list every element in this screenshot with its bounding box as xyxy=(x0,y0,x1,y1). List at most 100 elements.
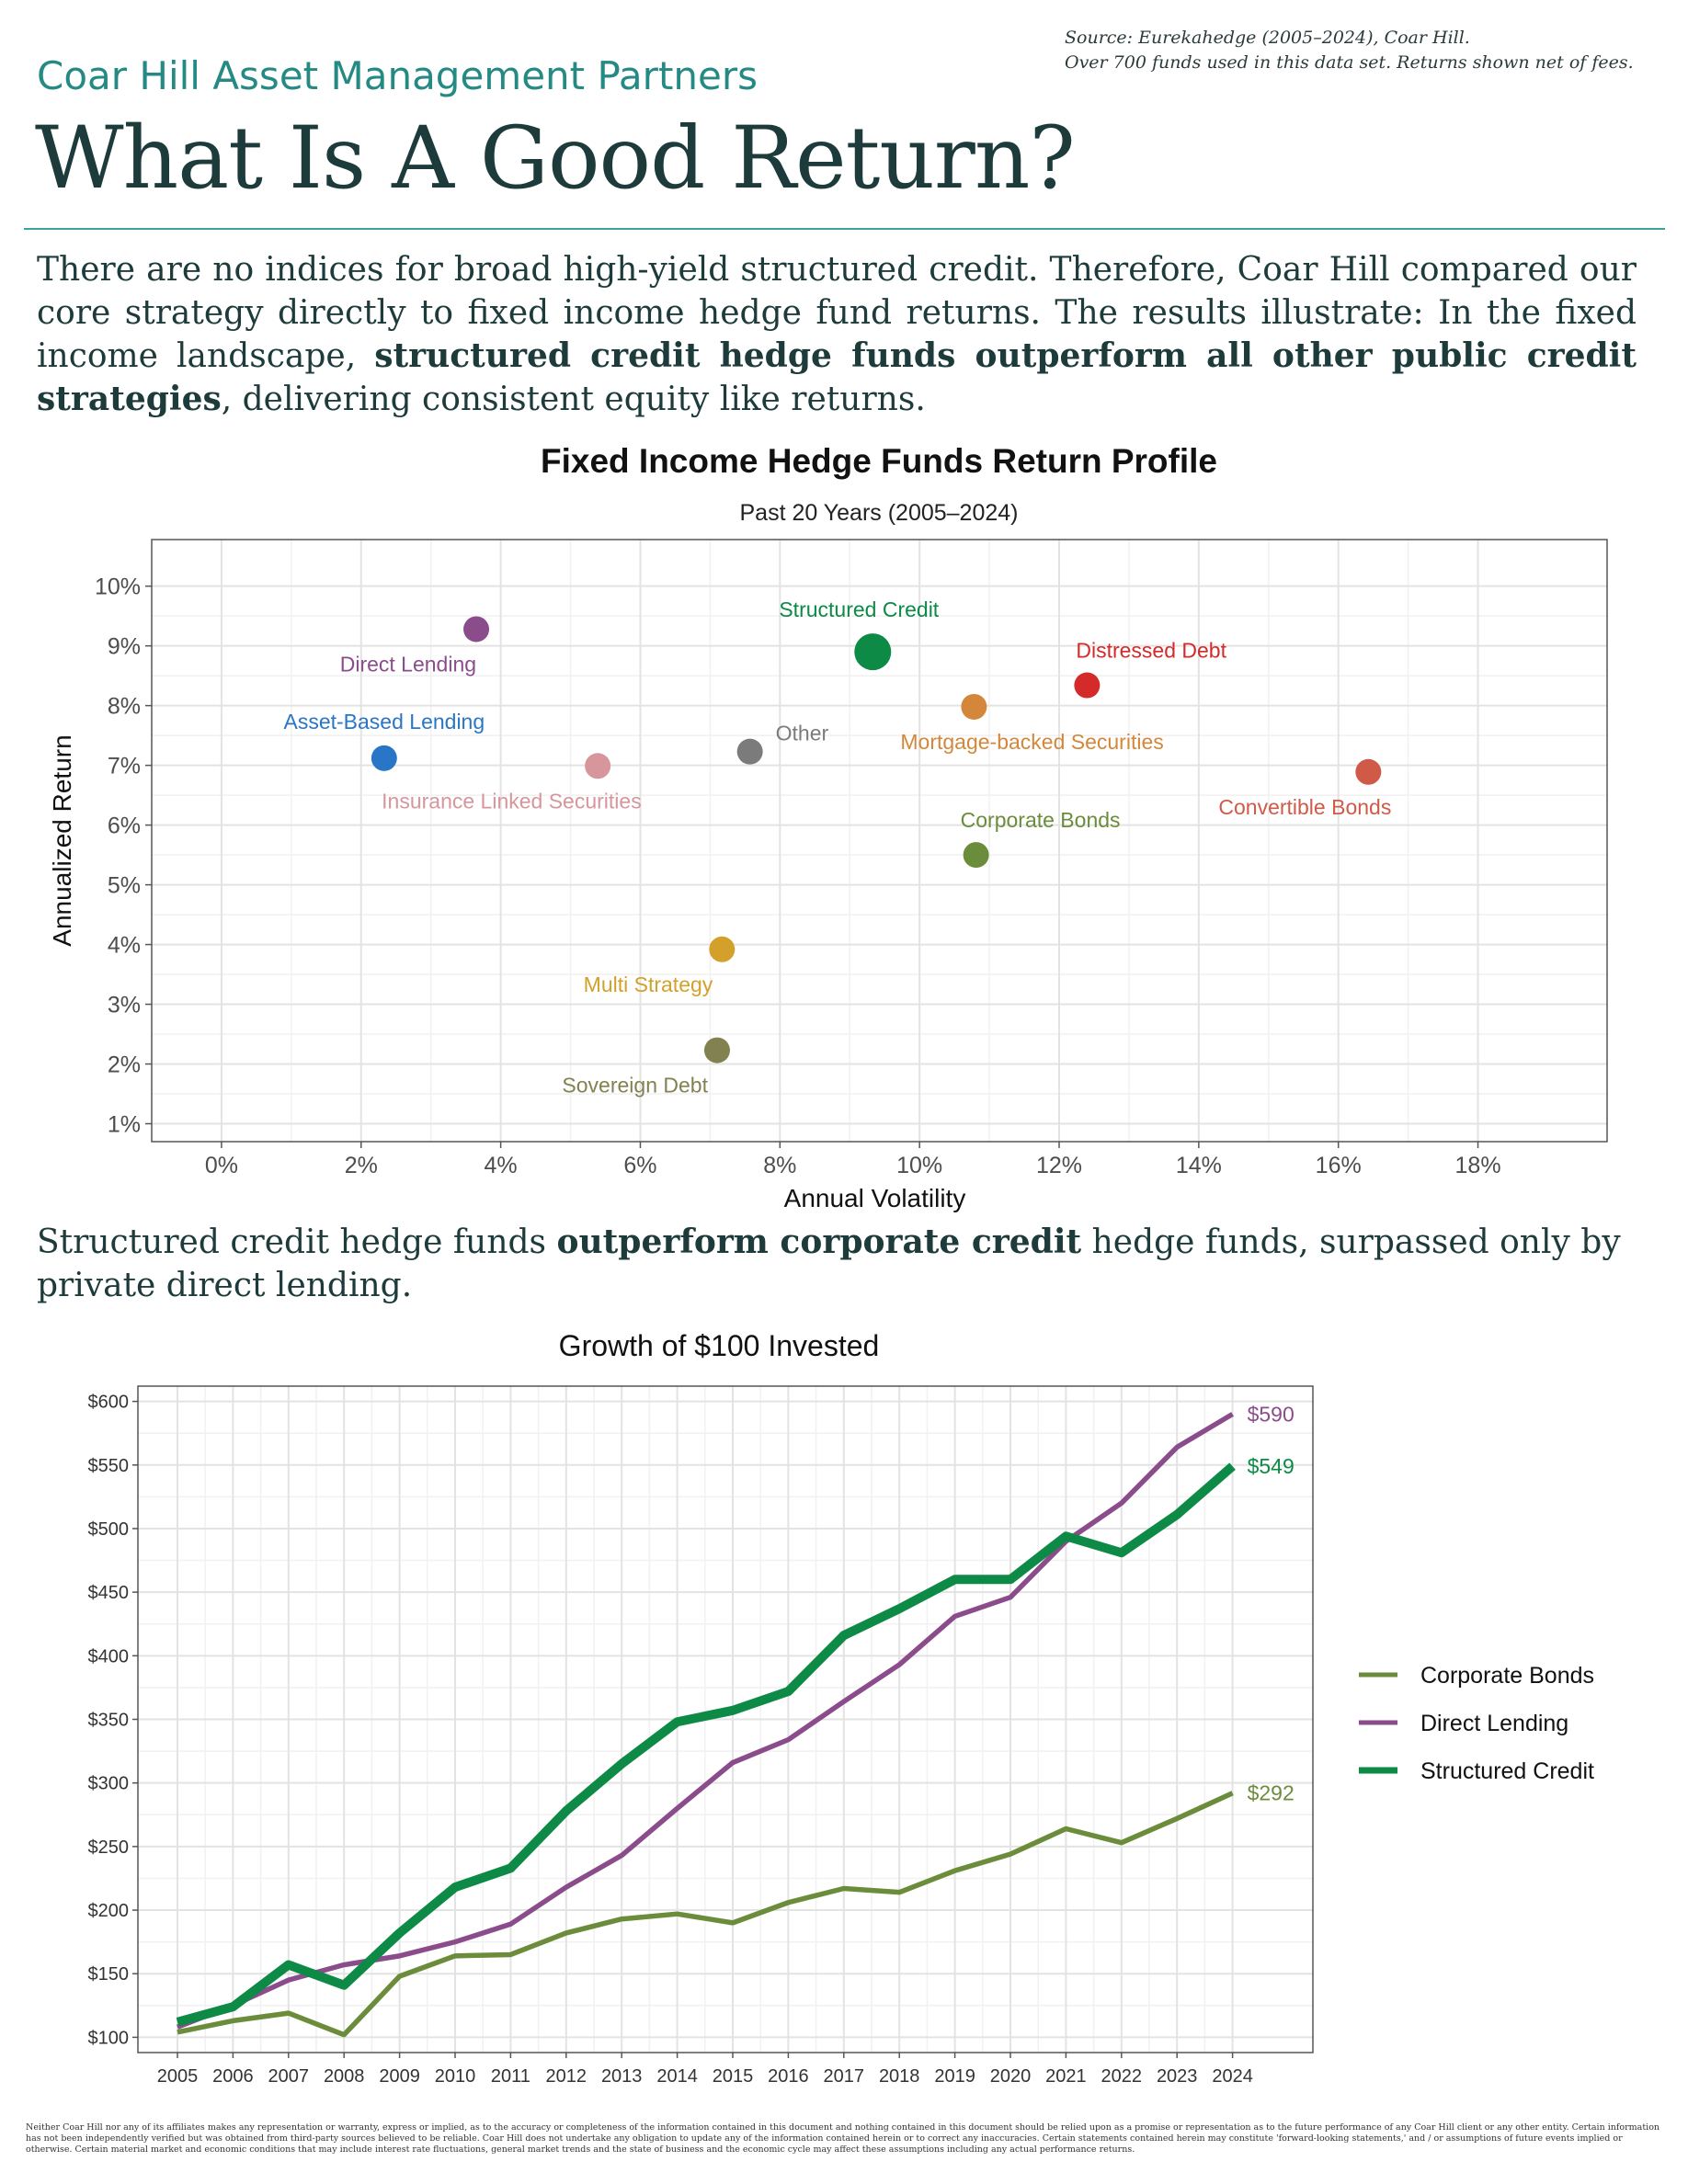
line-series-0 xyxy=(177,1791,1234,2038)
scatter-point xyxy=(963,842,989,869)
scatter-point-label: Asset-Based Lending xyxy=(283,710,485,734)
line-y-tick-label: $300 xyxy=(88,1774,130,1794)
line-x-tick-label: 2008 xyxy=(324,2066,365,2087)
scatter-y-tick-label: 9% xyxy=(108,634,141,660)
line-x-tick-label: 2023 xyxy=(1157,2066,1198,2087)
source-line-1: Source: Eurekahedge (2005–2024), Coar Hi… xyxy=(1065,28,1470,48)
line-x-tick-label: 2007 xyxy=(268,2066,310,2087)
line-x-tick-label: 2014 xyxy=(656,2066,698,2087)
scatter-x-tick-label: 16% xyxy=(1316,1153,1362,1178)
scatter-point-label: Other xyxy=(776,722,829,745)
source-note: Source: Eurekahedge (2005–2024), Coar Hi… xyxy=(1065,26,1671,75)
line-x-tick-label: 2012 xyxy=(546,2066,587,2087)
scatter-x-tick-label: 2% xyxy=(345,1153,378,1178)
legend-label: Direct Lending xyxy=(1420,1711,1568,1736)
line-x-tick-label: 2020 xyxy=(990,2066,1032,2087)
scatter-point-label: Direct Lending xyxy=(340,652,476,676)
scatter-x-tick-label: 8% xyxy=(763,1153,796,1178)
scatter-x-tick-label: 14% xyxy=(1176,1153,1222,1178)
line-series-1 xyxy=(177,1412,1235,2030)
line-y-tick-label: $500 xyxy=(88,1519,130,1540)
scatter-point xyxy=(736,738,763,765)
caption-text-1: Structured credit hedge funds xyxy=(37,1223,557,1261)
page-title: What Is A Good Return? xyxy=(35,108,1076,209)
scatter-point xyxy=(585,753,611,779)
disclaimer: Neither Coar Hill nor any of its affilia… xyxy=(26,2122,1660,2155)
line-series-2 xyxy=(176,1462,1236,2027)
scatter-point-label: Structured Credit xyxy=(779,597,939,621)
line-y-tick-label: $350 xyxy=(88,1711,130,1731)
line-x-tick-label: 2010 xyxy=(435,2066,476,2087)
caption-bold-text: outperform corporate credit xyxy=(556,1223,1082,1261)
line-x-tick-label: 2016 xyxy=(768,2066,809,2087)
scatter-point-label: Mortgage-backed Securities xyxy=(900,730,1163,754)
firm-name: Coar Hill Asset Management Partners xyxy=(37,53,758,98)
line-end-label: $292 xyxy=(1248,1781,1295,1805)
scatter-y-tick-label: 8% xyxy=(108,694,141,720)
line-y-tick-label: $200 xyxy=(88,1901,130,1921)
line-x-tick-label: 2024 xyxy=(1212,2066,1253,2087)
scatter-point xyxy=(709,936,736,962)
scatter-point-label: Distressed Debt xyxy=(1076,639,1226,663)
line-x-tick-label: 2015 xyxy=(713,2066,754,2087)
line-y-tick-label: $450 xyxy=(88,1583,130,1603)
line-end-label: $549 xyxy=(1248,1454,1295,1478)
line-x-tick-label: 2018 xyxy=(879,2066,920,2087)
scatter-plot-frame xyxy=(151,539,1608,1143)
intro-bold-text: structured credit hedge funds outperform… xyxy=(37,336,1637,418)
scatter-point xyxy=(1074,672,1101,699)
scatter-point-label: Multi Strategy xyxy=(584,973,713,996)
scatter-x-tick-label: 0% xyxy=(205,1153,238,1178)
scatter-point xyxy=(703,1037,730,1064)
scatter-point-label: Sovereign Debt xyxy=(562,1074,708,1098)
scatter-x-axis-label: Annual Volatility xyxy=(784,1184,966,1212)
line-x-tick-label: 2011 xyxy=(491,2066,530,2087)
intro-paragraph: There are no indices for broad high-yiel… xyxy=(37,248,1637,421)
scatter-y-axis-label: Annualized Return xyxy=(48,734,76,946)
scatter-y-tick-label: 10% xyxy=(95,574,141,600)
line-x-tick-label: 2013 xyxy=(601,2066,643,2087)
line-y-tick-label: $400 xyxy=(88,1646,130,1666)
scatter-point xyxy=(463,616,490,643)
growth-line-chart: Growth of $100 Invested 2005 2006 2007 2008 2… xyxy=(88,1329,1595,2087)
scatter-point xyxy=(854,633,892,671)
intro-text-1: There are no indices for broad high-yiel… xyxy=(37,251,1637,375)
scatter-x-tick-label: 10% xyxy=(896,1153,942,1178)
scatter-point-label: Insurance Linked Securities xyxy=(382,789,642,813)
legend-label: Corporate Bonds xyxy=(1420,1663,1594,1689)
source-line-2: Over 700 funds used in this data set. Re… xyxy=(1065,52,1634,73)
scatter-y-tick-label: 3% xyxy=(108,993,141,1018)
line-x-tick-label: 2005 xyxy=(157,2066,199,2087)
line-chart-title: Growth of $100 Invested xyxy=(559,1329,880,1362)
scatter-point-label: Convertible Bonds xyxy=(1218,795,1391,819)
scatter-y-tick-label: 7% xyxy=(108,754,141,779)
scatter-x-tick-label: 6% xyxy=(623,1153,656,1178)
line-y-tick-label: $100 xyxy=(88,2028,130,2048)
scatter-x-tick-label: 4% xyxy=(485,1153,518,1178)
scatter-y-tick-label: 5% xyxy=(108,873,141,899)
scatter-x-tick-label: 18% xyxy=(1455,1153,1501,1178)
line-x-tick-label: 2017 xyxy=(824,2066,865,2087)
title-divider xyxy=(24,228,1665,230)
scatter-point xyxy=(371,745,397,771)
line-x-tick-label: 2019 xyxy=(934,2066,975,2087)
scatter-y-tick-label: 4% xyxy=(108,933,141,959)
legend-label: Structured Credit xyxy=(1420,1758,1594,1784)
line-y-tick-label: $550 xyxy=(88,1456,130,1476)
scatter-x-tick-label: 12% xyxy=(1036,1153,1082,1178)
line-x-tick-label: 2006 xyxy=(212,2066,254,2087)
line-y-tick-label: $600 xyxy=(88,1393,130,1413)
line-x-tick-label: 2009 xyxy=(379,2066,420,2087)
scatter-subtitle: Past 20 Years (2005–2024) xyxy=(739,500,1018,526)
scatter-y-tick-label: 2% xyxy=(108,1052,141,1078)
growth-caption: Structured credit hedge funds outperform… xyxy=(37,1221,1655,1307)
intro-text-2: , delivering consistent equity like retu… xyxy=(221,381,926,418)
line-x-tick-label: 2022 xyxy=(1101,2066,1143,2087)
scatter-point xyxy=(1355,758,1382,785)
scatter-point xyxy=(961,693,987,720)
line-y-tick-label: $250 xyxy=(88,1837,130,1858)
scatter-y-tick-label: 1% xyxy=(108,1112,141,1138)
caption-text-2: hedge funds, surpassed only by private d… xyxy=(37,1223,1621,1304)
line-x-tick-label: 2021 xyxy=(1045,2066,1087,2087)
scatter-y-tick-label: 6% xyxy=(108,813,141,839)
